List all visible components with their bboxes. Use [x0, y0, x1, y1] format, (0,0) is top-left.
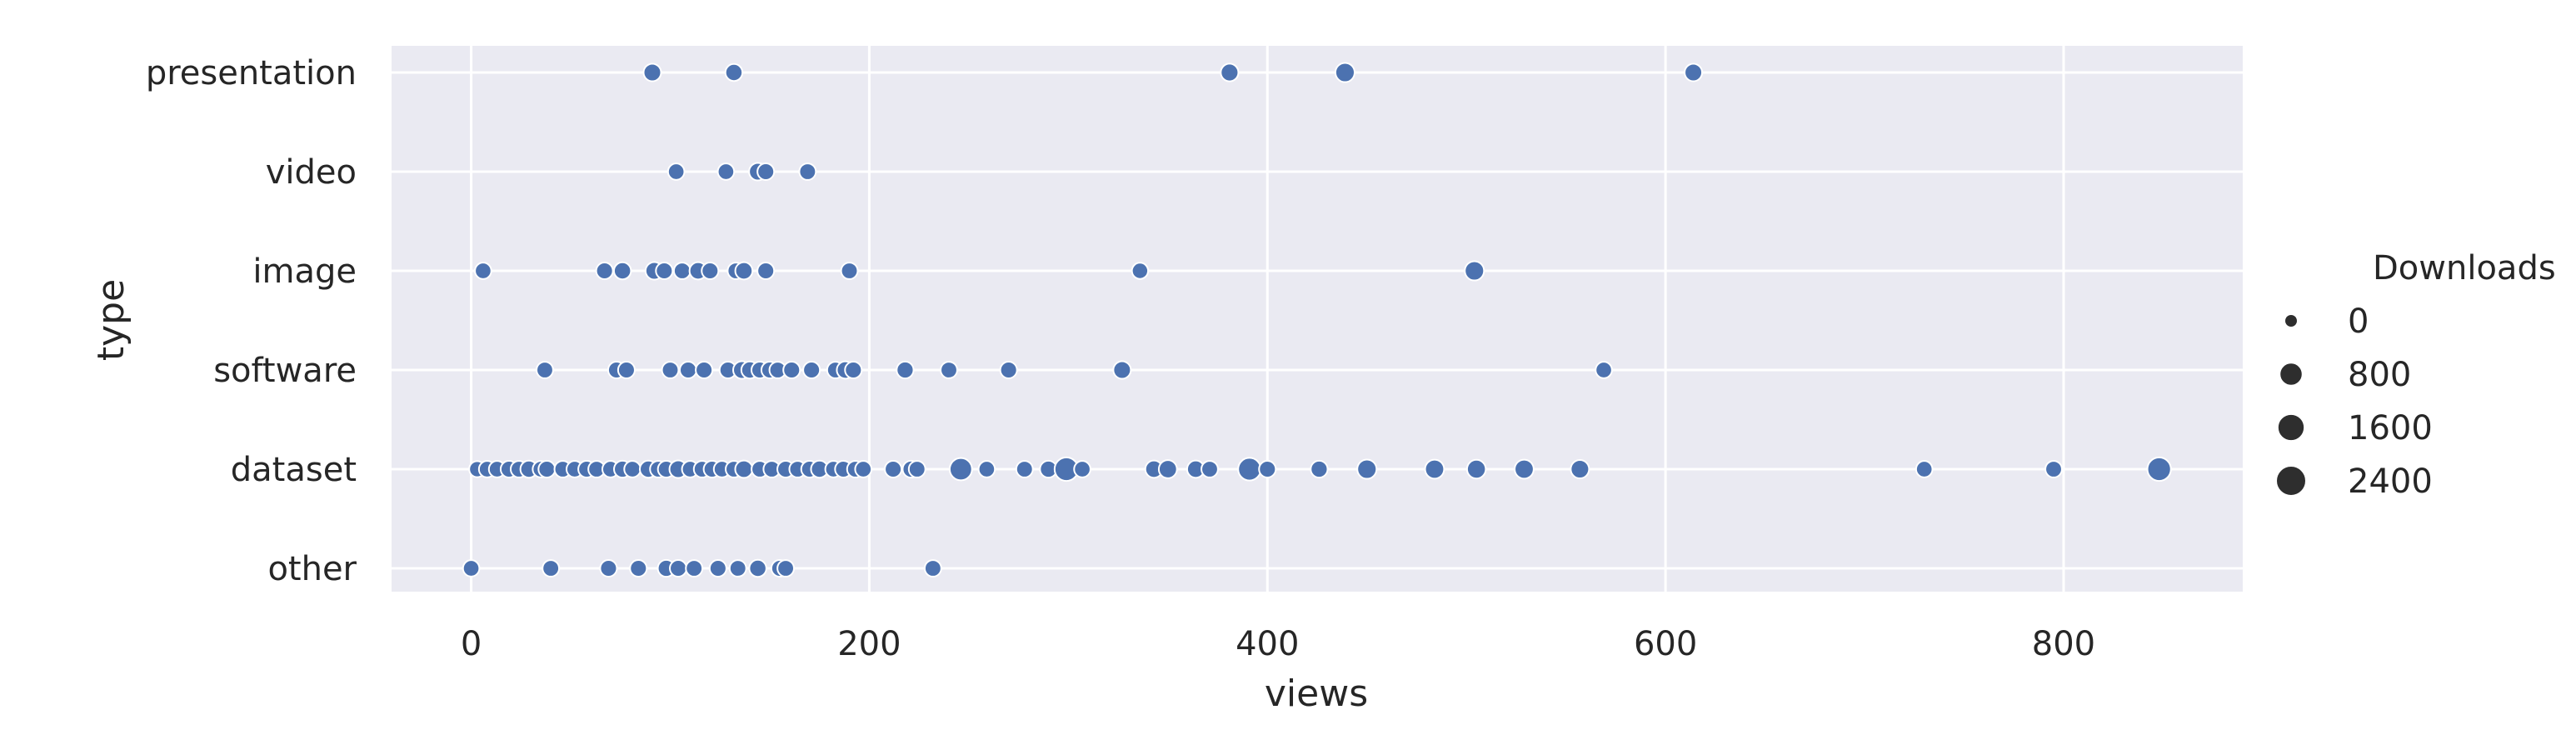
data-point [977, 460, 996, 478]
data-point [1310, 459, 1329, 479]
legend: Downloads 0 800 1600 2400 [2275, 249, 2556, 501]
data-point [708, 558, 727, 578]
legend-marker [2284, 313, 2299, 328]
data-point [1356, 458, 1378, 480]
legend-marker [2276, 412, 2306, 442]
data-point [907, 460, 926, 478]
data-point [536, 361, 554, 379]
data-point [655, 261, 674, 281]
data-point [948, 457, 973, 482]
data-point [685, 559, 704, 578]
data-point [1220, 62, 1240, 82]
legend-entries: 0 800 1600 2400 [2275, 302, 2433, 501]
data-point [798, 162, 817, 181]
data-point [748, 558, 767, 578]
data-point [734, 459, 754, 479]
legend-title: Downloads [2373, 249, 2556, 288]
data-point [1112, 360, 1132, 380]
data-point [2146, 456, 2172, 482]
y-tick-label: video [266, 153, 357, 192]
data-point [776, 559, 796, 578]
data-point [1073, 460, 1091, 478]
data-point [728, 559, 747, 578]
data-point [896, 360, 915, 380]
data-point [642, 62, 662, 82]
data-point [542, 559, 561, 578]
x-axis-title: views [1265, 672, 1368, 715]
data-point [666, 162, 686, 181]
data-point [1015, 460, 1034, 478]
data-point [724, 62, 744, 82]
x-tick-label: 0 [461, 625, 482, 663]
data-point [462, 559, 481, 578]
plot-background [392, 46, 2243, 592]
data-point [701, 261, 720, 281]
data-point [661, 361, 680, 379]
data-point [1201, 460, 1219, 478]
data-point [537, 459, 557, 479]
data-point [617, 360, 636, 380]
data-point [734, 261, 754, 281]
data-point [802, 360, 821, 380]
data-point [884, 459, 903, 479]
data-point [756, 162, 776, 182]
data-point [612, 261, 632, 281]
data-point [1258, 459, 1277, 479]
data-point [2044, 460, 2063, 478]
x-tick-label: 800 [2032, 625, 2095, 663]
x-tick-label: 400 [1236, 625, 1299, 663]
data-points [462, 62, 2172, 578]
data-point [695, 360, 714, 380]
data-point [669, 558, 688, 578]
legend-marker [2279, 362, 2304, 387]
legend-label: 2400 [2348, 462, 2433, 501]
y-tick-labels: presentation video image software dataset oth… [146, 54, 357, 588]
data-point [599, 558, 618, 578]
legend-label: 800 [2348, 356, 2411, 394]
data-point [623, 460, 642, 478]
data-point [1915, 460, 1934, 478]
data-point [1131, 262, 1150, 280]
data-point [756, 261, 776, 281]
data-point [629, 558, 648, 578]
data-point [672, 262, 691, 280]
y-axis-title: type [90, 279, 132, 361]
data-point [782, 360, 801, 380]
y-tick-label: software [213, 352, 357, 390]
data-point [1424, 458, 1445, 480]
data-point [1237, 457, 1262, 482]
data-point [1157, 459, 1178, 479]
data-point [1570, 458, 1590, 480]
data-point [1465, 458, 1487, 480]
legend-label: 0 [2348, 302, 2369, 341]
data-point [844, 360, 863, 380]
legend-marker [2275, 465, 2307, 497]
data-point [1464, 260, 1485, 282]
x-gridlines [470, 46, 2065, 592]
data-point [1334, 62, 1355, 83]
x-tick-label: 200 [837, 625, 901, 663]
y-tick-label: dataset [231, 451, 357, 489]
data-point [716, 162, 736, 181]
data-point [840, 262, 859, 280]
data-point [1514, 458, 1535, 480]
x-tick-label: 600 [1634, 625, 1697, 663]
data-point [678, 360, 698, 380]
y-tick-label: presentation [146, 54, 357, 92]
data-point [923, 559, 942, 578]
data-point [1684, 62, 1704, 82]
y-tick-label: image [252, 252, 357, 291]
legend-label: 1600 [2348, 409, 2433, 448]
data-point [940, 361, 958, 379]
data-point [595, 261, 614, 281]
data-point [854, 460, 873, 478]
data-point [999, 360, 1018, 380]
data-point [1595, 361, 1613, 379]
data-point [474, 262, 492, 280]
x-tick-labels: 0 200 400 600 800 [461, 625, 2095, 663]
y-tick-label: other [267, 550, 357, 588]
